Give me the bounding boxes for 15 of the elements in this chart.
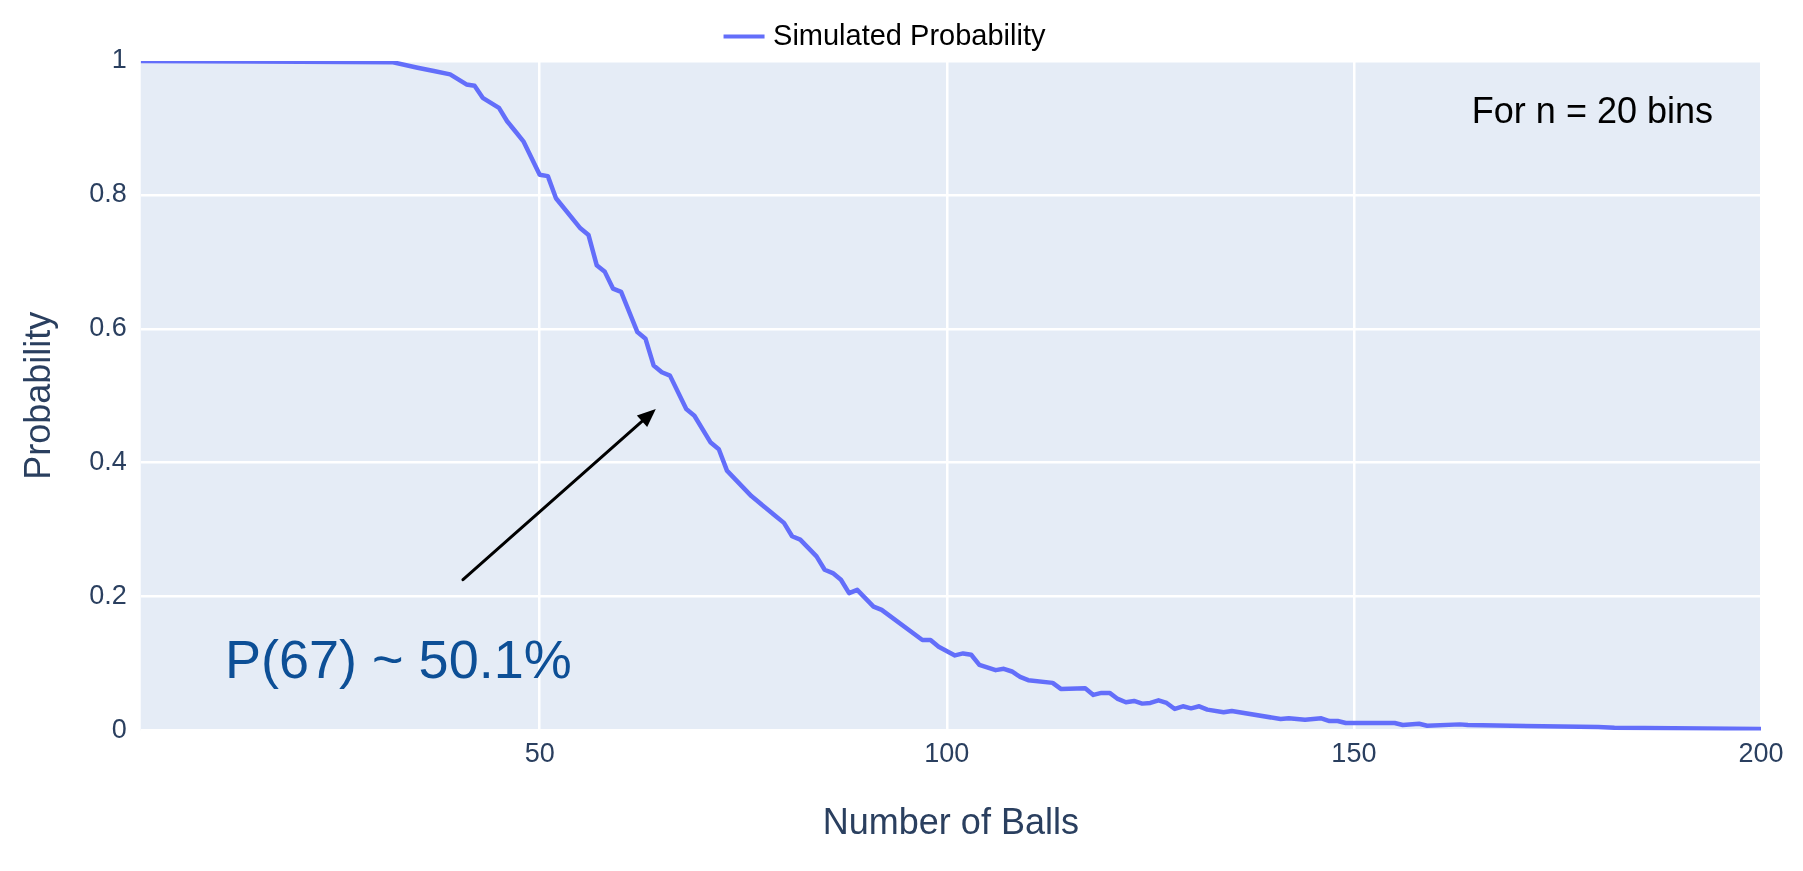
x-axis-title: Number of Balls xyxy=(822,801,1079,843)
x-tick-label: 100 xyxy=(924,738,970,769)
x-tick-label: 50 xyxy=(524,738,555,769)
y-tick-label: 0.2 xyxy=(89,579,127,610)
y-tick-label: 0.6 xyxy=(89,312,127,343)
y-tick-label: 0.4 xyxy=(89,446,127,477)
x-tick-label: 200 xyxy=(1738,738,1784,769)
x-tick-label: 150 xyxy=(1331,738,1377,769)
y-tick-label: 0.8 xyxy=(89,178,127,209)
legend-label: Simulated Probability xyxy=(773,18,1046,51)
y-axis-title: Probability xyxy=(16,311,58,480)
annotation: For n = 20 bins xyxy=(1471,89,1713,131)
y-tick-label: 0 xyxy=(111,713,127,744)
annotation: P(67) ~ 50.1% xyxy=(225,629,572,690)
y-tick-label: 1 xyxy=(111,44,127,75)
